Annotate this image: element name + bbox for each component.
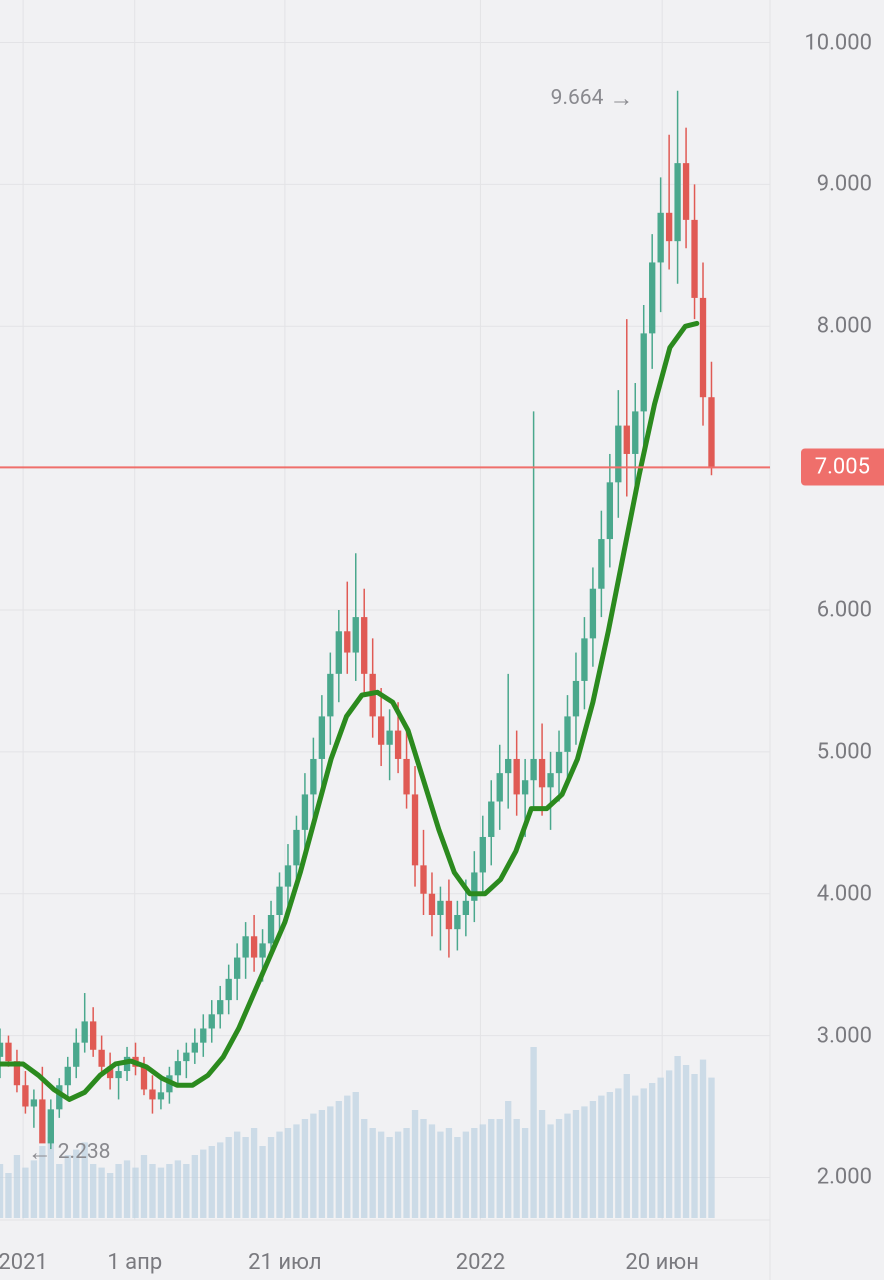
y-tick-label: 10.000: [804, 30, 872, 55]
x-tick-label: 20 июн: [625, 1250, 699, 1275]
x-tick-label: 2021: [0, 1250, 48, 1275]
arrow-right-icon: →: [609, 86, 633, 110]
y-tick-label: 6.000: [817, 598, 872, 623]
y-tick-label: 9.000: [817, 172, 872, 197]
y-tick-label: 5.000: [817, 739, 872, 764]
y-tick-label: 3.000: [817, 1023, 872, 1048]
high-value: 9.664: [551, 86, 604, 110]
high-annotation: 9.664 →: [551, 86, 634, 110]
x-tick-label: 2022: [456, 1250, 505, 1275]
current-price-badge: 7.005: [801, 449, 884, 486]
y-tick-label: 4.000: [817, 881, 872, 906]
x-tick-label: 1 апр: [107, 1250, 162, 1275]
y-tick-label: 8.000: [817, 314, 872, 339]
y-tick-label: 2.000: [817, 1165, 872, 1190]
price-chart[interactable]: 10.000 9.000 8.000 6.000 5.000 4.000 3.000 2.00…: [0, 0, 884, 1280]
low-value: 2.238: [58, 1140, 111, 1164]
current-price-value: 7.005: [815, 455, 870, 480]
low-annotation: ← 2.238: [28, 1140, 111, 1164]
x-tick-label: 21 июл: [248, 1250, 321, 1275]
arrow-left-icon: ←: [28, 1140, 52, 1164]
chart-canvas: [0, 0, 884, 1280]
